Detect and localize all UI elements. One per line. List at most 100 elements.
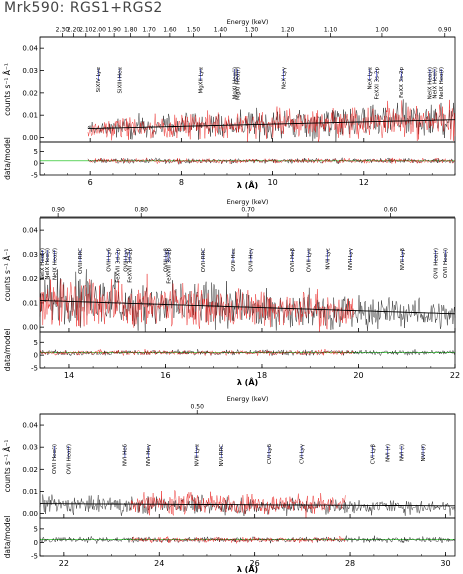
x-axis-label: λ (Å)	[237, 564, 258, 574]
line-label: OVIII Lyγ	[124, 247, 130, 271]
line-label: NeIX Heα(r)	[40, 248, 46, 280]
energy-tick-label: 0.70	[241, 207, 255, 214]
line-label: FeXX 3s-2p	[399, 66, 405, 97]
line-label: FeXXI 3s-2p	[374, 66, 380, 99]
line-label: NeX Lyα	[368, 67, 374, 90]
y-tick-label: -5	[31, 172, 38, 180]
y-tick-label: 5	[34, 339, 38, 347]
y-tick-label: 0.04	[22, 45, 38, 53]
energy-tick-label: 1.30	[245, 27, 259, 34]
line-label: NeIX Heα(i)	[432, 67, 438, 99]
energy-tick-label: 1.50	[187, 27, 201, 34]
energy-tick-label: 0.90	[51, 207, 65, 214]
line-label: NVI Heγ	[146, 443, 152, 466]
energy-tick-label: 1.00	[375, 27, 389, 34]
line-label: NVII Lyε	[325, 248, 331, 270]
model-curve	[39, 300, 456, 315]
line-label: CVI Lyγ	[300, 443, 306, 464]
x-ticks: 14 16 18 20 22	[44, 328, 460, 380]
series-RGS2	[39, 273, 354, 357]
y-tick-label: 0.00	[22, 510, 38, 518]
y-tick-label: 0.03	[22, 444, 38, 452]
energy-tick-label: 2.30	[56, 27, 70, 34]
y-tick-label: 0.02	[22, 466, 38, 474]
x-tick-label: 6	[88, 178, 93, 187]
line-label: OVII Heγ	[249, 247, 255, 272]
y-ticks-lower: -5 0 5	[31, 148, 44, 180]
x-tick-label: 10	[267, 178, 277, 187]
line-label: OVII Heβ	[290, 248, 296, 273]
line-label: NVII Lyγ	[348, 247, 354, 270]
x-axis-label: λ (Å)	[237, 180, 258, 190]
line-label: NeIX Heα(f)	[52, 248, 58, 280]
line-identifications: OVII Heα(i) OVII Heα(f) NVI Heδ NVI Heγ NVII…	[52, 443, 427, 474]
line-label: CVI Lyδ	[267, 443, 273, 464]
line-label: NVII Lyβ	[400, 248, 406, 271]
y-tick-label: 0.03	[22, 251, 38, 259]
line-identifications: SiXIV Lyα SiXIII Heα MgXII Lyα MgXI Heα(i)M…	[96, 66, 445, 100]
line-label: MgXI Heα(r)	[235, 67, 241, 100]
y-tick-label: 5	[34, 525, 38, 533]
line-label: NVII Lyα	[194, 444, 200, 467]
panel-middle: Energy (keV) 0.90 0.80 0.70 0.60 14 16 18 20 22 λ …	[3, 198, 460, 387]
y-tick-label: 0.00	[22, 324, 38, 332]
line-label: MgXI Heα(i)	[233, 67, 239, 99]
model-curve	[87, 119, 456, 130]
line-label: FeXVII 3d-2p	[115, 248, 121, 283]
line-label: NVI (r)	[386, 444, 392, 462]
x-tick-label: 18	[257, 371, 267, 380]
line-label: NeIX Heα(f)	[439, 67, 445, 99]
series-RGS2	[130, 490, 346, 544]
y-tick-label: -5	[31, 553, 38, 561]
line-label: OVII Heα(r)	[433, 248, 439, 279]
x-tick-label: 26	[250, 559, 260, 568]
y-tick-label: -5	[31, 365, 38, 373]
energy-ticks: 0.50	[191, 404, 205, 414]
panel-top: Energy (keV) 2.302.202.10 2.00 1.90 1.80 1.70…	[3, 18, 456, 190]
energy-ticks: 0.90 0.80 0.70 0.60	[51, 207, 397, 217]
spectrum-RGS2	[39, 273, 354, 332]
line-label: NVI (i)	[399, 444, 405, 461]
line-label: NeIX Heα(r)	[428, 67, 434, 99]
energy-tick-label: 0.50	[191, 404, 205, 411]
line-label: OVII RRC	[201, 248, 207, 272]
series-RGS2	[87, 99, 456, 165]
y-tick-label: 0.01	[22, 112, 38, 120]
energy-axis-label: Energy (keV)	[227, 395, 269, 403]
x-tick-label: 16	[160, 371, 170, 380]
energy-tick-label: 1.20	[281, 27, 295, 34]
line-label: OVIII RRC	[78, 248, 84, 274]
line-label: NeX Lyγ	[281, 66, 287, 89]
y-axis-label-lower: data/model	[3, 516, 12, 559]
x-tick-label: 30	[440, 559, 450, 568]
x-ticks: 22 24 26 28 30	[39, 514, 451, 568]
y-ticks-upper: 0.00 0.01 0.02 0.03 0.04	[22, 45, 44, 142]
y-tick-label: 0.00	[22, 134, 38, 142]
line-label: OVII Heα(i)	[443, 248, 449, 278]
energy-tick-label: 1.10	[324, 27, 338, 34]
y-axis-label-upper: counts s⁻¹ Å⁻¹	[3, 440, 12, 493]
line-label: SiXIV Lyα	[96, 67, 102, 93]
y-tick-label: 5	[34, 148, 38, 156]
line-label: FeXVIII 3s-2p	[167, 247, 173, 283]
line-label: MgXII Lyα	[198, 67, 204, 94]
spectrum-RGS2	[130, 490, 346, 518]
y-tick-label: 0.03	[22, 67, 38, 75]
energy-tick-label: 1.80	[124, 27, 138, 34]
chart-title: Mrk590: RGS1+RGS2	[4, 0, 163, 16]
y-tick-label: 0	[34, 539, 38, 547]
x-tick-label: 22	[59, 559, 69, 568]
model-curve	[39, 503, 455, 507]
y-axis-label-upper: counts s⁻¹ Å⁻¹	[3, 249, 12, 302]
energy-tick-label: 1.70	[142, 27, 156, 34]
ratio-RGS2	[39, 348, 354, 357]
energy-tick-label: 1.40	[214, 27, 228, 34]
x-tick-label: 24	[154, 559, 164, 568]
energy-axis-label: Energy (keV)	[227, 18, 269, 26]
y-ticks-upper: 0.00 0.01 0.02 0.03 0.04	[22, 422, 44, 518]
upper-frame	[39, 217, 456, 333]
line-label: OVII Heε	[231, 248, 237, 272]
x-ticks: 6 8 10 12	[44, 138, 456, 187]
